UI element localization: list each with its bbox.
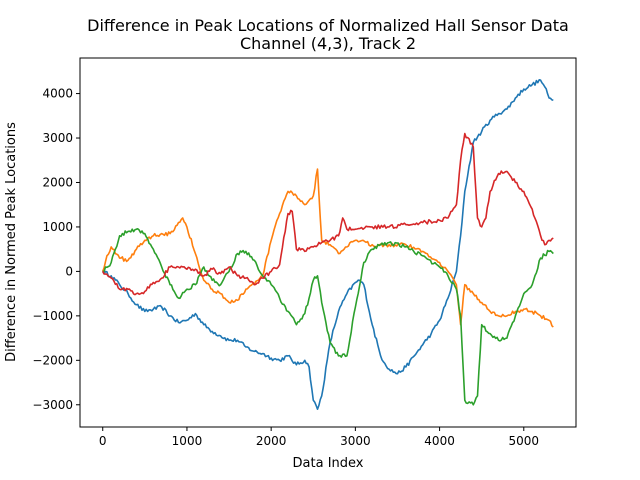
y-tick-label: 2000 [42,175,73,189]
y-tick-label: −3000 [32,398,73,412]
x-tick-label: 1000 [172,434,203,448]
series-layer [101,79,554,411]
x-tick-label: 3000 [340,434,371,448]
chart-subtitle: Channel (4,3), Track 2 [240,34,416,53]
y-axis-label: Difference in Normed Peak Locations [4,122,19,362]
chart-title: Difference in Peak Locations of Normaliz… [87,16,569,35]
y-tick-label: 3000 [42,131,73,145]
series-line-2 [101,168,554,328]
y-tick-label: −2000 [32,353,73,367]
y-tick-label: 4000 [42,87,73,101]
x-tick-label: 4000 [424,434,455,448]
x-tick-label: 0 [99,434,107,448]
x-tick-label: 2000 [256,434,287,448]
series-line-4 [101,132,554,296]
plot-frame [79,57,577,428]
x-tick-label: 5000 [509,434,540,448]
y-tick-label: 1000 [42,220,73,234]
axes-layer: 0 1000 2000 3000 4000 5000 −3000 −2000 −1000 0 100… [32,57,577,448]
x-axis-label: Data Index [293,456,364,471]
y-tick-label: −1000 [32,309,73,323]
series-line-1 [102,79,554,411]
y-tick-label: 0 [65,264,73,278]
series-line-3 [102,228,554,406]
